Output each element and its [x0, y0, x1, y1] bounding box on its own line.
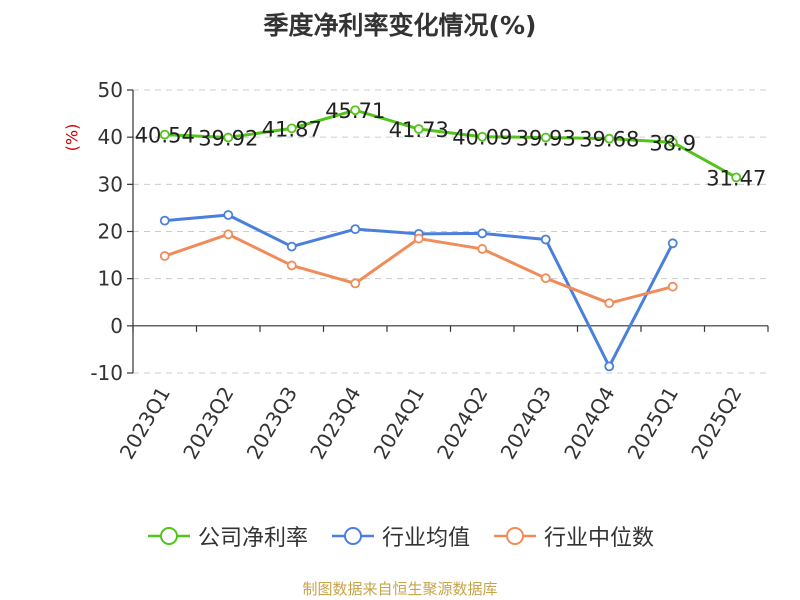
- y-tick-label: 40: [98, 125, 123, 149]
- data-point: [159, 215, 170, 226]
- data-point: [604, 361, 615, 372]
- data-label: 45.71: [325, 99, 385, 123]
- y-tick-label: -10: [90, 361, 123, 385]
- data-point: [286, 241, 297, 252]
- legend-marker-icon: [494, 527, 536, 545]
- data-label: 39.93: [516, 126, 576, 150]
- legend-marker-icon: [331, 527, 374, 545]
- x-tick-label: 2024Q4: [559, 383, 619, 464]
- data-point: [413, 233, 424, 244]
- data-point: [286, 260, 297, 271]
- legend-item-company[interactable]: 公司净利率: [146, 520, 308, 552]
- legend-label: 公司净利率: [197, 526, 308, 551]
- data-point: [477, 131, 488, 142]
- data-point: [667, 238, 678, 249]
- data-point: [477, 244, 488, 254]
- data-point: [286, 123, 297, 134]
- data-point: [604, 298, 615, 309]
- data-point: [350, 278, 361, 289]
- legend-item-industry-mean[interactable]: 行业均值: [330, 520, 470, 552]
- series-line: [164, 108, 737, 179]
- data-label: 39.92: [198, 127, 258, 151]
- y-tick-label: 50: [98, 78, 123, 102]
- data-point: [540, 132, 551, 143]
- data-point: [667, 137, 678, 148]
- series-line: [164, 232, 674, 305]
- data-label: 41.87: [262, 117, 322, 141]
- data-point: [350, 224, 361, 235]
- x-tick-label: 2025Q2: [686, 383, 746, 464]
- data-point: [413, 124, 424, 134]
- x-tick-label: 2023Q4: [305, 383, 365, 464]
- x-tick-label: 2025Q1: [623, 383, 683, 464]
- legend-item-industry-median[interactable]: 行业中位数: [492, 520, 654, 552]
- data-source-note: 制图数据来自恒生聚源数据库: [302, 580, 498, 598]
- y-tick-label: 10: [98, 267, 123, 291]
- y-tick-label: 30: [98, 172, 123, 196]
- x-tick-label: 2023Q1: [115, 383, 175, 464]
- legend-marker-icon: [147, 527, 190, 545]
- data-point: [159, 129, 170, 140]
- data-label: 31.47: [706, 166, 766, 190]
- legend-label: 行业均值: [381, 526, 470, 551]
- data-point: [540, 273, 551, 284]
- chart-title: 季度净利率变化情况(%): [263, 11, 537, 40]
- x-tick-label: 2023Q2: [178, 383, 238, 464]
- data-label: 38.9: [649, 131, 696, 155]
- data-point: [667, 281, 678, 292]
- x-tick-label: 2024Q1: [369, 383, 429, 464]
- legend-label: 行业中位数: [544, 526, 655, 551]
- data-point: [159, 251, 170, 261]
- data-label: 39.68: [579, 128, 639, 152]
- x-tick-label: 2023Q3: [242, 383, 302, 464]
- data-point: [477, 228, 488, 239]
- data-label: 41.73: [389, 118, 449, 142]
- data-point: [223, 210, 234, 220]
- data-point: [540, 234, 551, 245]
- data-point: [604, 133, 615, 144]
- data-point: [731, 172, 742, 183]
- x-tick-label: 2024Q3: [496, 383, 556, 464]
- y-tick-label: 0: [110, 314, 123, 338]
- data-point: [223, 132, 234, 143]
- data-label: 40.54: [135, 124, 195, 148]
- data-label: 40.09: [452, 126, 512, 150]
- data-point: [350, 105, 361, 116]
- x-tick-label: 2024Q2: [432, 383, 492, 464]
- legend: 公司净利率 行业均值 行业中位数: [0, 520, 800, 552]
- data-point: [223, 229, 234, 240]
- y-tick-label: 20: [98, 220, 123, 244]
